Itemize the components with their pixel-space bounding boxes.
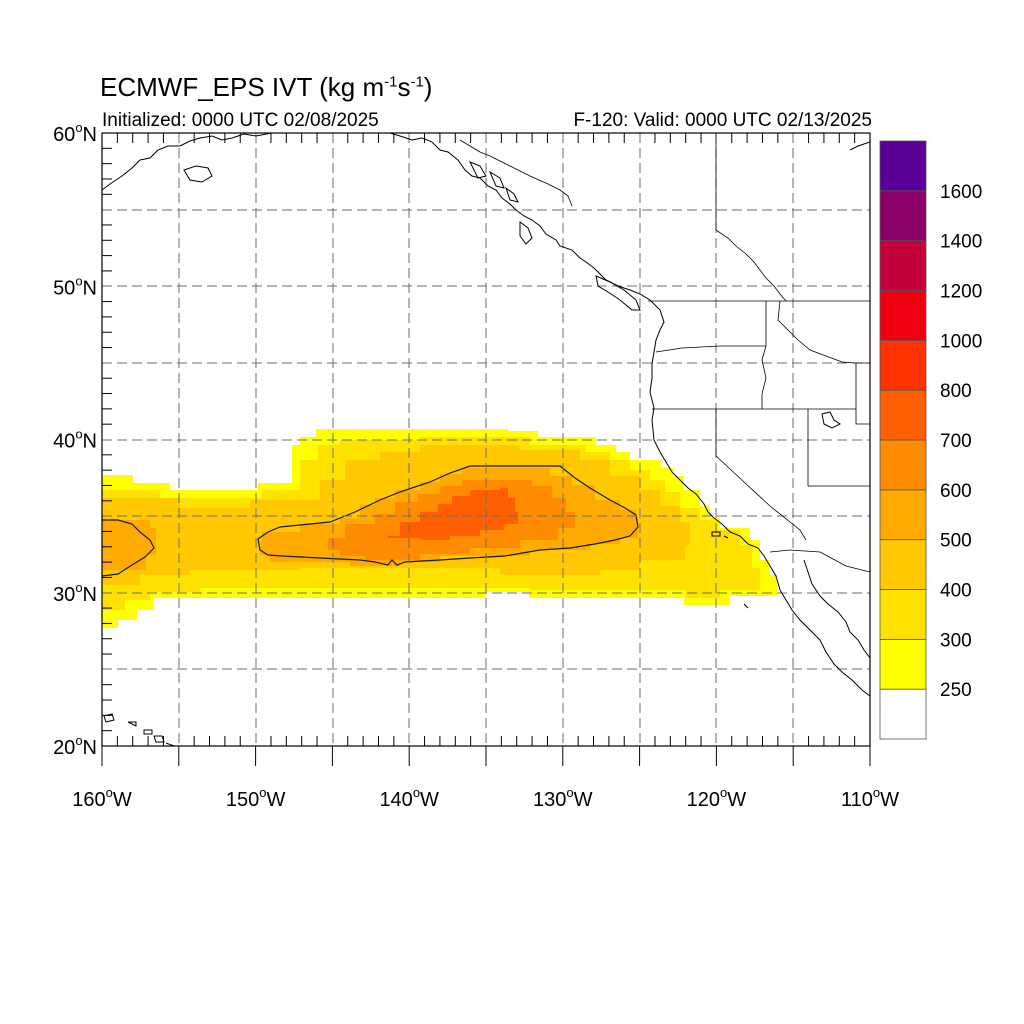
lon-label: 160oW <box>72 785 132 811</box>
queen-charlotte-islands <box>519 221 533 245</box>
title-mid: s <box>397 72 411 102</box>
colorbar-swatch <box>879 489 927 541</box>
baja-coast <box>779 589 870 697</box>
hawaii-islands <box>103 713 175 746</box>
colorbar-label: 250 <box>940 680 972 701</box>
far-ne-coast <box>849 141 870 151</box>
lon-label: 140oW <box>379 785 439 811</box>
southeast-alaska-islands <box>468 161 519 203</box>
colorbar-swatch <box>879 339 927 391</box>
ivt-shading <box>102 429 777 628</box>
great-salt-lake <box>821 411 841 429</box>
wa-or-border <box>655 345 766 353</box>
axis-ticks <box>101 133 871 766</box>
colorbar-label: 300 <box>940 630 972 651</box>
graticule <box>102 133 870 746</box>
colorbar-swatch <box>879 240 927 291</box>
or-id-border <box>761 345 767 409</box>
colorbar-swatch <box>879 389 927 441</box>
title-end: ) <box>423 72 433 102</box>
channel-islands <box>711 531 749 609</box>
colorbar-label: 500 <box>940 531 972 552</box>
lat-label: 30oN <box>53 580 97 606</box>
plot-area <box>102 133 870 746</box>
lon-label: 110oW <box>841 785 899 811</box>
contour-line-west <box>102 519 155 577</box>
us-mexico-border <box>769 549 870 573</box>
colorbar-label: 1200 <box>940 282 982 303</box>
colorbar-label: 600 <box>940 481 972 502</box>
colorbar-label: 800 <box>940 381 972 402</box>
colorbar-swatch <box>879 638 927 690</box>
political-boundaries <box>459 133 870 573</box>
lon-label: 150oW <box>226 785 286 811</box>
colorbar-swatch <box>879 589 927 640</box>
lat-label: 60oN <box>53 120 97 146</box>
alaska-canada-border <box>459 139 573 207</box>
gulf-of-california-coast <box>803 559 870 659</box>
map-title: ECMWF_EPS IVT (kg m-1s-1) <box>100 72 432 103</box>
colorbar-swatch <box>879 688 927 740</box>
colorbar-swatch <box>879 140 927 192</box>
colorbar-swatch <box>879 539 927 590</box>
lon-label: 130oW <box>533 785 593 811</box>
contour-line-east <box>257 465 639 566</box>
colorbar: 1600 1400 1200 1000 800 700 600 500 400 300 250 <box>879 140 982 740</box>
colorbar-swatch <box>879 190 927 242</box>
rocky-mountain-canada-border <box>715 229 787 302</box>
colorbar-swatch <box>879 290 927 341</box>
ca-nv-border <box>715 409 807 541</box>
ut-co-border <box>855 362 870 425</box>
kodiak-island <box>183 165 213 183</box>
lat-axis-labels: 60oN 50oN 40oN 30oN 20oN <box>53 120 97 759</box>
colorbar-label: 1000 <box>940 331 982 352</box>
lat-label: 50oN <box>53 273 97 299</box>
title-text: ECMWF_EPS IVT (kg m <box>100 72 385 102</box>
colorbar-label: 400 <box>940 581 972 602</box>
init-time-label: Initialized: 0000 UTC 02/08/2025 <box>102 110 379 131</box>
colorbar-swatch <box>879 439 927 491</box>
lat-label: 40oN <box>53 427 97 453</box>
title-exp1: -1 <box>384 73 398 91</box>
vancouver-island <box>595 275 641 311</box>
valid-time-label: F-120: Valid: 0000 UTC 02/13/2025 <box>573 110 872 131</box>
lon-label: 120oW <box>687 785 747 811</box>
coastlines <box>102 133 870 746</box>
colorbar-label: 1400 <box>940 232 982 253</box>
lon-axis-labels: 160oW 150oW 140oW 130oW 120oW 110oW <box>72 785 899 811</box>
ivt-contours <box>102 465 639 577</box>
title-exp2: -1 <box>410 73 424 91</box>
colorbar-label: 700 <box>940 431 972 452</box>
lat-label: 20oN <box>53 733 97 759</box>
id-mt-border <box>777 300 857 364</box>
colorbar-label: 1600 <box>940 182 982 203</box>
